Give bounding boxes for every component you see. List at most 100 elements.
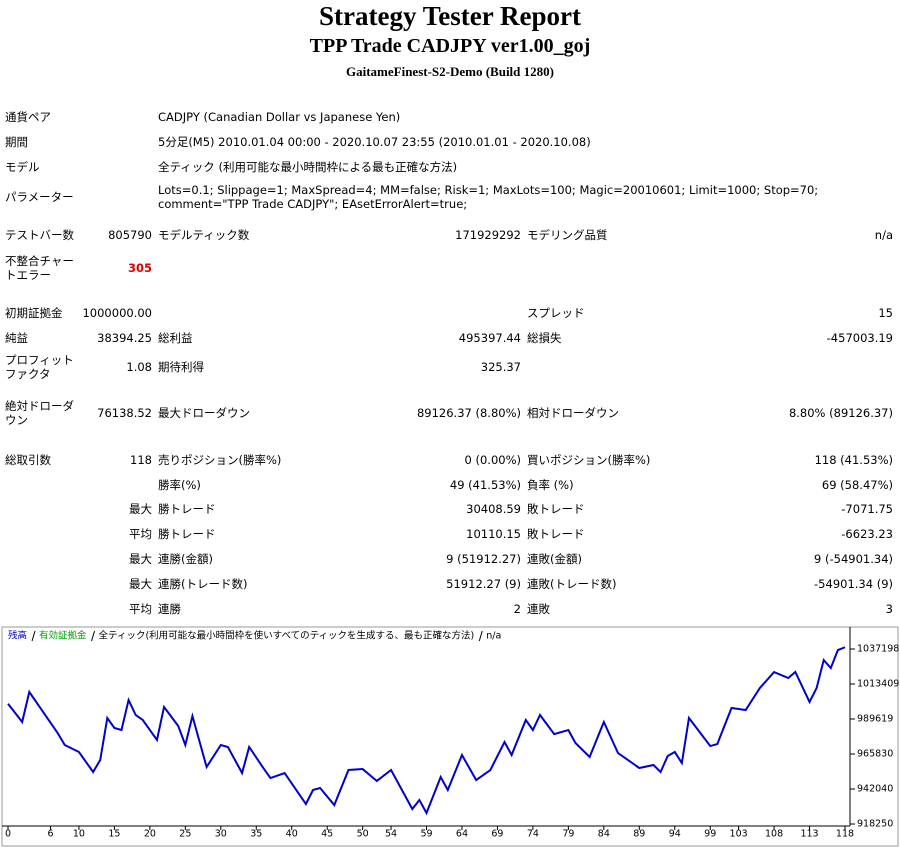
stat-value: -6623.23	[841, 527, 893, 541]
stat-value: 69 (58.47%)	[821, 478, 893, 492]
legend-balance: 残高	[8, 630, 27, 642]
stat-label: 勝トレード	[158, 527, 216, 541]
legend-model: 全ティック(利用可能な最小時間枠を使いすべてのティックを生成する、最も正確な方法…	[99, 630, 475, 642]
stat-value: n/a	[874, 228, 893, 242]
legend-separator	[31, 630, 36, 642]
x-tick-label: 118	[836, 829, 854, 840]
stat-value: 最大	[129, 577, 152, 591]
x-tick-label: 40	[286, 829, 298, 840]
x-tick-label: 94	[669, 829, 681, 840]
stat-label: 買いポジション(勝率%)	[527, 453, 651, 467]
report-title: Strategy Tester Report	[319, 1, 581, 31]
stat-value: 1000000.00	[82, 306, 152, 320]
x-tick-label: 64	[456, 829, 468, 840]
y-tick-label: 918250	[857, 819, 893, 830]
stat-label: 連勝(トレード数)	[158, 577, 248, 591]
stat-value: 最大	[129, 552, 152, 566]
x-tick-label: 45	[321, 829, 333, 840]
x-tick-label: 0	[5, 829, 11, 840]
stat-value: 325.37	[480, 360, 521, 374]
stat-label: 不整合チャートエラー	[5, 254, 74, 282]
stat-value: 平均	[129, 602, 152, 616]
stat-label: 連敗(トレード数)	[527, 577, 617, 591]
stat-value: 平均	[129, 527, 152, 541]
stat-label: 連敗	[527, 602, 550, 616]
stat-label: 絶対ドローダウン	[5, 399, 74, 427]
x-tick-label: 69	[491, 829, 503, 840]
stat-label: スプレッド	[527, 306, 585, 320]
x-tick-label: 20	[144, 829, 156, 840]
stat-label: プロフィットファクタ	[5, 353, 74, 381]
stat-value: 最大	[129, 502, 152, 516]
stat-label: 総利益	[158, 331, 193, 345]
stat-label: 初期証拠金	[5, 306, 63, 320]
stat-label: 相対ドローダウン	[527, 406, 619, 420]
y-tick-label: 1013409	[857, 679, 899, 690]
stat-label: 最大ドローダウン	[158, 406, 250, 420]
stat-value: 49 (41.53%)	[449, 478, 521, 492]
x-tick-label: 35	[250, 829, 262, 840]
stat-value: 1.08	[126, 360, 152, 374]
x-tick-label: 84	[598, 829, 610, 840]
x-tick-label: 30	[215, 829, 227, 840]
stat-value: 495397.44	[458, 331, 521, 345]
stat-value: 9 (51912.27)	[446, 552, 521, 566]
stat-value: 30408.59	[466, 502, 521, 516]
stat-label: テストバー数	[5, 228, 74, 242]
chart-frame	[1, 626, 899, 847]
stat-label: 純益	[5, 331, 28, 345]
report-subtitle: TPP Trade CADJPY ver1.00_goj	[309, 35, 591, 57]
x-tick-label: 6	[48, 829, 54, 840]
stat-value: 171929292	[455, 228, 521, 242]
legend-separator	[91, 630, 96, 642]
stat-value: -7071.75	[841, 502, 893, 516]
stat-value: 118 (41.53%)	[814, 453, 893, 467]
y-tick-label: 989619	[857, 714, 893, 725]
x-tick-label: 103	[730, 829, 748, 840]
stat-label: モデリング品質	[527, 228, 608, 242]
stat-value: 805790	[108, 228, 152, 242]
legend-quality: n/a	[486, 631, 501, 642]
stat-label: 勝トレード	[158, 502, 216, 516]
stat-value: 118	[130, 453, 152, 467]
y-tick-label: 1037198	[857, 644, 899, 655]
x-tick-label: 59	[420, 829, 432, 840]
info-label: 通貨ペア	[5, 110, 51, 124]
stat-label: モデルティック数	[158, 228, 250, 242]
info-value: 全ティック (利用可能な最小時間枠による最も正確な方法)	[158, 160, 458, 174]
x-tick-label: 108	[765, 829, 783, 840]
stat-value: 8.80% (89126.37)	[788, 406, 893, 420]
stat-value: 15	[878, 306, 893, 320]
info-value: CADJPY (Canadian Dollar vs Japanese Yen)	[158, 110, 401, 124]
x-tick-label: 79	[562, 829, 574, 840]
stat-value: 0 (0.00%)	[464, 453, 521, 467]
x-tick-label: 10	[73, 829, 85, 840]
info-label: 期間	[5, 135, 28, 149]
stat-value: 2	[513, 602, 521, 616]
stat-label: 敗トレード	[527, 527, 585, 541]
stat-label: 連敗(金額)	[527, 552, 582, 566]
info-value: Lots=0.1; Slippage=1; MaxSpread=4; MM=fa…	[158, 183, 819, 211]
x-tick-label: 50	[357, 829, 369, 840]
stat-label: 総取引数	[5, 453, 51, 467]
stat-value: 10110.15	[466, 527, 521, 541]
x-tick-label: 99	[704, 829, 716, 840]
stat-label: 敗トレード	[527, 502, 585, 516]
legend-separator	[478, 630, 483, 642]
stat-value: 3	[885, 602, 893, 616]
stat-value: 51912.27 (9)	[446, 577, 521, 591]
info-label: パラメーター	[5, 190, 74, 204]
stat-value: -457003.19	[826, 331, 893, 345]
x-tick-label: 89	[633, 829, 645, 840]
stat-value: 9 (-54901.34)	[814, 552, 893, 566]
stat-label: 連勝(金額)	[158, 552, 213, 566]
stat-value: 38394.25	[97, 331, 152, 345]
y-tick-label: 942040	[857, 784, 893, 795]
stat-label: 勝率(%)	[158, 478, 201, 492]
info-value: 5分足(M5) 2010.01.04 00:00 - 2020.10.07 23…	[158, 135, 591, 149]
x-tick-label: 54	[385, 829, 397, 840]
y-tick-label: 965830	[857, 749, 893, 760]
server-name: GaitameFinest-S2-Demo (Build 1280)	[346, 64, 554, 79]
